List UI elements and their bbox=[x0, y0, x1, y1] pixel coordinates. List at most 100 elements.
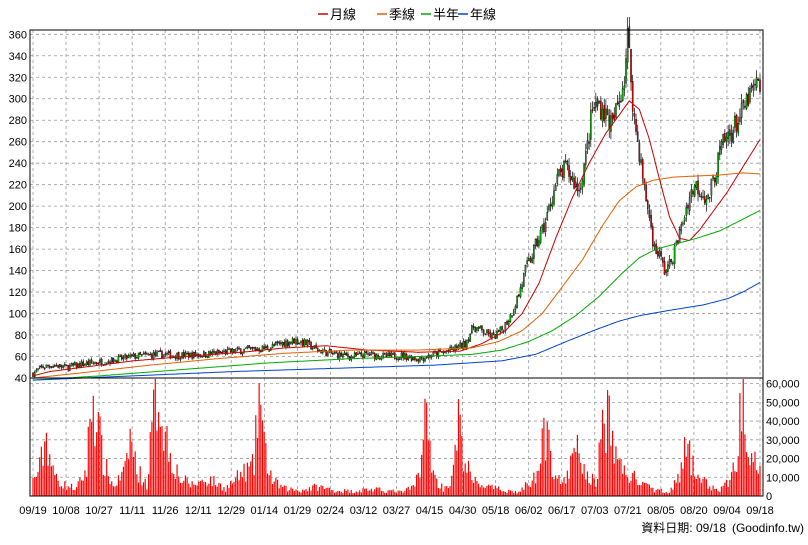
volume-bar bbox=[106, 459, 108, 496]
volume-bar bbox=[206, 485, 208, 496]
volume-bar bbox=[332, 489, 334, 496]
volume-bar bbox=[75, 487, 78, 496]
candle-body bbox=[404, 353, 406, 359]
candle-body bbox=[283, 342, 286, 347]
candle-body bbox=[497, 330, 500, 333]
volume-bar bbox=[424, 398, 426, 496]
volume-bar bbox=[54, 475, 56, 496]
candle-body bbox=[425, 356, 428, 359]
candle-body bbox=[554, 185, 557, 191]
candle-body bbox=[120, 355, 123, 360]
candle-body bbox=[705, 199, 708, 205]
candle-body bbox=[164, 353, 167, 355]
candle-body bbox=[390, 352, 393, 356]
volume-bar bbox=[174, 478, 176, 496]
candle-body bbox=[519, 287, 522, 298]
candle-body bbox=[231, 348, 234, 354]
volume-bar bbox=[278, 488, 280, 496]
volume-bar bbox=[399, 490, 401, 496]
candle-body bbox=[177, 351, 180, 359]
date-tick-label: 12/29 bbox=[218, 505, 246, 517]
volume-bar bbox=[236, 470, 238, 496]
candle-body bbox=[67, 365, 69, 371]
candle-body bbox=[50, 366, 53, 368]
volume-bar bbox=[201, 479, 203, 496]
candle-body bbox=[611, 112, 614, 119]
candle-body bbox=[43, 367, 46, 370]
candle-body bbox=[621, 88, 624, 102]
candle-body bbox=[652, 226, 654, 247]
candle-body bbox=[631, 81, 634, 112]
volume-bar bbox=[209, 476, 212, 496]
candle-body bbox=[182, 351, 185, 358]
volume-bar bbox=[337, 491, 339, 496]
volume-bar bbox=[491, 484, 493, 496]
candle-body bbox=[459, 342, 461, 347]
candle-body bbox=[546, 211, 549, 221]
data-date-label: 資料日期: 09/18 bbox=[641, 521, 726, 535]
candle-body bbox=[482, 329, 485, 334]
volume-bar bbox=[648, 484, 651, 496]
candle-body bbox=[603, 105, 606, 121]
candle-body bbox=[251, 346, 254, 349]
candle-body bbox=[526, 260, 528, 265]
volume-bar bbox=[486, 485, 488, 496]
date-tick-label: 06/02 bbox=[515, 505, 543, 517]
volume-bar bbox=[97, 412, 99, 496]
volume-bar bbox=[385, 492, 388, 496]
candle-body bbox=[536, 238, 538, 247]
volume-bar bbox=[499, 489, 501, 496]
candle-body bbox=[595, 101, 597, 108]
volume-bar bbox=[313, 483, 316, 496]
date-tick-label: 11/26 bbox=[152, 505, 179, 517]
candle-body bbox=[653, 244, 656, 247]
volume-bar bbox=[472, 482, 475, 496]
candle-body bbox=[59, 364, 61, 367]
volume-bar bbox=[161, 426, 163, 496]
volume-bar bbox=[454, 444, 456, 496]
candle-body bbox=[360, 352, 363, 356]
candle-body bbox=[383, 352, 386, 355]
volume-bar bbox=[632, 472, 634, 496]
volume-bar bbox=[325, 487, 327, 496]
volume-frame bbox=[29, 377, 764, 497]
volume-bar bbox=[679, 482, 681, 496]
candle-body bbox=[345, 353, 348, 356]
volume-bar bbox=[124, 461, 126, 496]
candle-body bbox=[293, 338, 296, 344]
candle-body bbox=[214, 351, 217, 356]
volume-bar bbox=[732, 462, 734, 496]
candle-body bbox=[722, 133, 724, 145]
candle-body bbox=[35, 369, 38, 373]
volume-bar bbox=[613, 463, 615, 496]
candle-body bbox=[79, 363, 81, 368]
candle-body bbox=[720, 141, 723, 150]
candle-body bbox=[363, 351, 366, 358]
date-tick-label: 04/15 bbox=[416, 505, 444, 517]
volume-bar bbox=[565, 483, 567, 496]
volume-bar bbox=[64, 481, 66, 496]
volume-bar bbox=[601, 409, 604, 496]
candle-body bbox=[157, 350, 160, 353]
volume-bar bbox=[248, 466, 250, 496]
candle-body bbox=[531, 257, 533, 263]
volume-bar bbox=[623, 465, 625, 496]
candle-body bbox=[566, 161, 569, 165]
candle-body bbox=[352, 356, 354, 358]
volume-bar bbox=[558, 475, 560, 496]
volume-bar bbox=[722, 485, 724, 496]
volume-bar bbox=[555, 475, 557, 496]
candle-body bbox=[278, 342, 281, 344]
volume-bar bbox=[137, 482, 140, 496]
volume-bar bbox=[469, 471, 471, 496]
candle-body bbox=[578, 189, 580, 192]
candle-body bbox=[590, 110, 592, 140]
candle-body bbox=[397, 358, 399, 361]
volume-bar bbox=[308, 487, 310, 496]
volume-bar bbox=[171, 472, 173, 496]
volume-bar bbox=[680, 462, 682, 496]
price-tick-label: 240 bbox=[9, 158, 27, 170]
candle-body bbox=[40, 365, 43, 367]
candle-body bbox=[635, 119, 637, 132]
